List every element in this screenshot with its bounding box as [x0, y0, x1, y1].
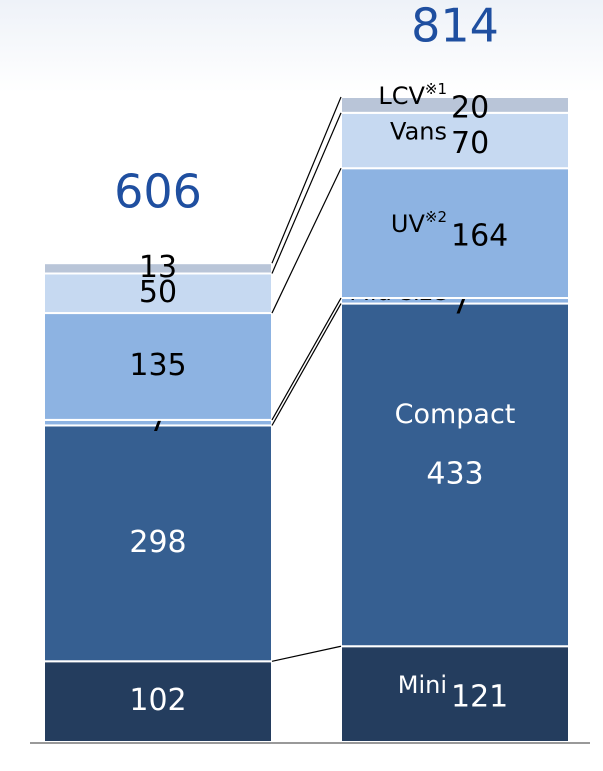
series-name: Mini — [398, 671, 447, 699]
series-note: ※2 — [425, 208, 447, 226]
series-label: LCV※1 — [378, 79, 447, 110]
bar-segment — [340, 645, 570, 743]
bar-segment — [43, 262, 273, 275]
bar-segment — [43, 660, 273, 743]
series-name: Compact — [395, 398, 516, 429]
bar-segment — [340, 167, 570, 300]
leader-line — [271, 167, 342, 314]
value-label: 433 — [426, 456, 483, 491]
series-name: UV — [391, 210, 426, 238]
value-label: 70 — [451, 126, 489, 161]
leader-line — [271, 297, 342, 421]
total-label: 814 — [411, 0, 499, 53]
series-label: Mini — [398, 671, 447, 699]
series-name: Vans — [390, 118, 447, 146]
series-label: UV※2 — [391, 208, 447, 239]
total-label: 606 — [114, 165, 202, 219]
bar-segment — [340, 302, 570, 648]
value-label: 135 — [129, 348, 186, 383]
series-label: Compact — [395, 398, 516, 429]
bar-segment — [340, 96, 570, 114]
value-label: 13 — [139, 250, 177, 285]
leader-line — [271, 303, 342, 426]
series-note: ※1 — [425, 79, 447, 97]
series-name: LCV — [378, 82, 425, 110]
value-label: 298 — [129, 525, 186, 560]
value-label: 20 — [451, 90, 489, 125]
value-label: 121 — [451, 680, 508, 715]
leader-line — [271, 645, 342, 662]
value-label: 50 — [139, 275, 177, 310]
value-label: 102 — [129, 683, 186, 718]
leader-line — [271, 96, 342, 264]
series-label: Vans — [390, 118, 447, 146]
bar-segment — [43, 312, 273, 421]
value-label: 164 — [451, 219, 508, 254]
leader-line — [271, 112, 342, 274]
